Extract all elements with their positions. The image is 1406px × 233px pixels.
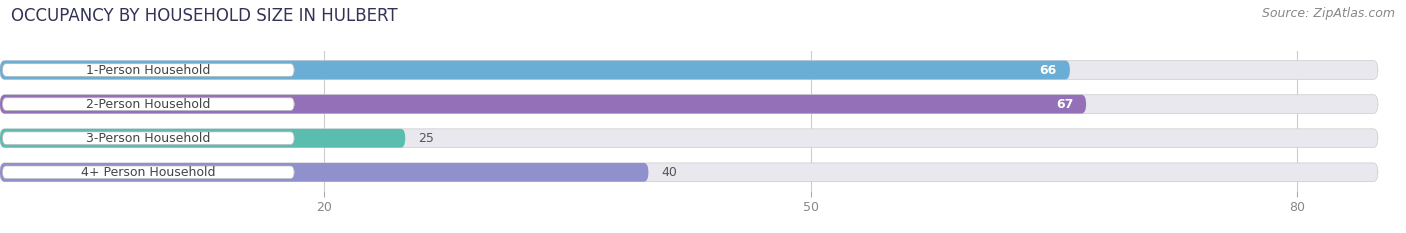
FancyBboxPatch shape <box>0 61 1070 79</box>
Text: 67: 67 <box>1056 98 1073 111</box>
Text: 66: 66 <box>1039 64 1057 76</box>
Text: OCCUPANCY BY HOUSEHOLD SIZE IN HULBERT: OCCUPANCY BY HOUSEHOLD SIZE IN HULBERT <box>11 7 398 25</box>
Text: 3-Person Household: 3-Person Household <box>86 132 211 145</box>
FancyBboxPatch shape <box>0 163 1378 182</box>
Text: 25: 25 <box>418 132 434 145</box>
FancyBboxPatch shape <box>0 61 1378 79</box>
FancyBboxPatch shape <box>3 64 294 76</box>
FancyBboxPatch shape <box>0 95 1085 113</box>
Text: 1-Person Household: 1-Person Household <box>86 64 211 76</box>
FancyBboxPatch shape <box>3 166 294 179</box>
FancyBboxPatch shape <box>3 132 294 144</box>
FancyBboxPatch shape <box>0 129 405 147</box>
FancyBboxPatch shape <box>3 98 294 110</box>
FancyBboxPatch shape <box>0 163 648 182</box>
FancyBboxPatch shape <box>0 95 1378 113</box>
Text: Source: ZipAtlas.com: Source: ZipAtlas.com <box>1261 7 1395 20</box>
Text: 40: 40 <box>661 166 678 179</box>
Text: 4+ Person Household: 4+ Person Household <box>82 166 215 179</box>
Text: 2-Person Household: 2-Person Household <box>86 98 211 111</box>
FancyBboxPatch shape <box>0 129 1378 147</box>
